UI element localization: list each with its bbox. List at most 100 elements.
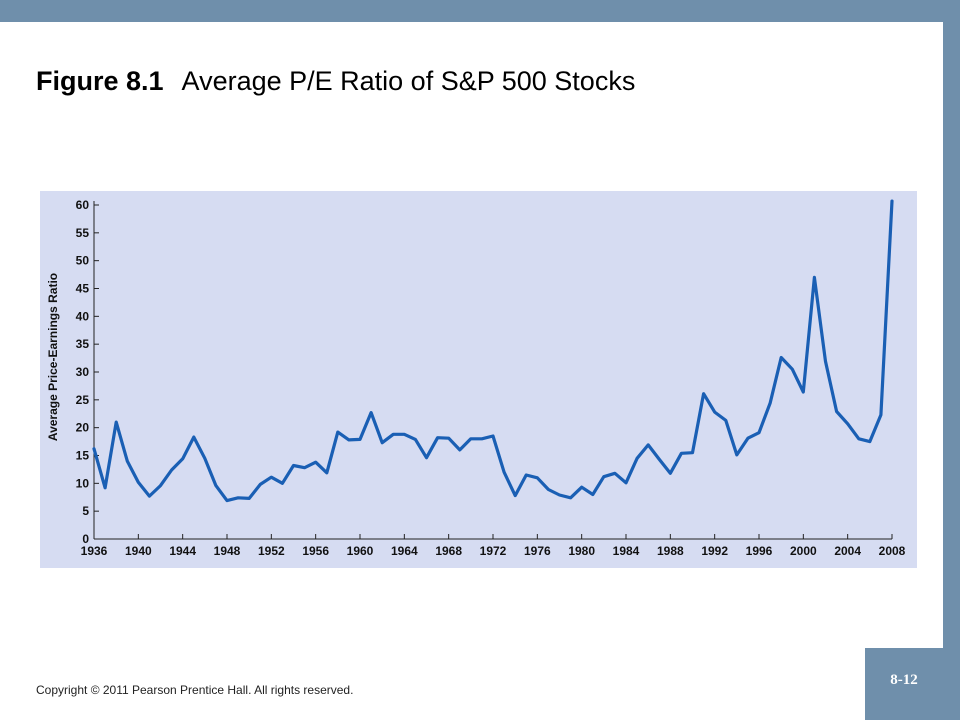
data-point	[370, 411, 372, 414]
data-point	[192, 436, 195, 438]
data-point	[769, 402, 771, 404]
data-point	[303, 466, 306, 469]
x-tick-label: 2004	[834, 544, 861, 558]
data-point	[669, 472, 672, 475]
x-tick-label: 1936	[81, 544, 108, 558]
data-point	[691, 451, 694, 454]
y-tick-label: 0	[82, 532, 89, 546]
data-point	[137, 481, 140, 484]
data-point	[104, 486, 106, 489]
y-tick-label: 15	[76, 449, 90, 463]
data-point	[813, 276, 816, 279]
data-point	[591, 493, 594, 496]
x-tick-label: 1992	[701, 544, 728, 558]
y-tick-label: 30	[76, 365, 90, 379]
x-tick-label: 1976	[524, 544, 551, 558]
x-tick-label: 1956	[302, 544, 329, 558]
x-tick-label: 1968	[435, 544, 462, 558]
page-number-box: 8-12	[865, 648, 943, 720]
data-point	[791, 368, 794, 371]
data-point	[348, 439, 350, 441]
data-point	[204, 457, 206, 460]
right-frame-bar	[943, 0, 960, 720]
data-point	[325, 471, 328, 474]
data-point	[481, 438, 483, 440]
data-point	[658, 458, 661, 461]
y-tick-label: 60	[76, 198, 90, 212]
data-point	[891, 200, 893, 202]
data-point	[680, 452, 683, 455]
data-point	[580, 486, 583, 489]
y-tick-label: 40	[76, 309, 90, 323]
x-tick-label: 2008	[879, 544, 906, 558]
data-point	[292, 464, 295, 467]
page-number: 8-12	[890, 672, 918, 688]
data-point	[857, 438, 860, 440]
data-point	[470, 438, 472, 440]
data-point	[337, 431, 339, 433]
data-point	[569, 497, 572, 499]
data-point	[281, 482, 284, 485]
data-point	[93, 448, 95, 450]
data-point	[436, 436, 439, 439]
data-point	[647, 444, 649, 446]
data-point	[237, 497, 239, 499]
data-point	[148, 495, 151, 497]
data-point	[736, 454, 738, 456]
data-point	[824, 360, 827, 363]
x-tick-label: 1964	[391, 544, 418, 558]
data-point	[159, 484, 162, 487]
data-point	[181, 458, 184, 460]
x-tick-label: 1996	[746, 544, 773, 558]
data-point	[248, 497, 250, 500]
data-point	[492, 435, 494, 437]
y-tick-label: 10	[76, 476, 90, 490]
y-tick-label: 25	[76, 393, 90, 407]
data-point	[846, 422, 849, 425]
x-tick-label: 1948	[214, 544, 241, 558]
x-tick-label: 1972	[480, 544, 507, 558]
pe-ratio-line-chart: Average Price-Earnings Ratio 0 5 10 15 20 25 3…	[46, 198, 906, 558]
x-tick-label: 1944	[169, 544, 196, 558]
data-point	[558, 494, 561, 496]
y-tick-label: 55	[76, 226, 90, 240]
data-point	[603, 475, 605, 478]
data-point	[447, 437, 450, 440]
data-point	[869, 440, 871, 443]
data-point	[115, 421, 117, 423]
data-point	[702, 392, 705, 395]
data-point	[525, 474, 528, 476]
y-tick-label: 5	[82, 504, 89, 518]
data-point	[403, 433, 406, 436]
data-point	[359, 438, 361, 441]
data-point	[126, 460, 129, 462]
data-point	[425, 456, 428, 459]
y-tick-label: 50	[76, 254, 90, 268]
data-point	[458, 449, 461, 451]
data-point	[724, 419, 727, 422]
x-tick-label: 1960	[347, 544, 374, 558]
data-point	[713, 411, 716, 413]
x-tick-label: 1988	[657, 544, 684, 558]
data-point	[614, 472, 616, 475]
y-tick-label: 20	[76, 421, 90, 435]
chart-panel: Average Price-Earnings Ratio 0 5 10 15 20 25 3…	[40, 191, 917, 568]
data-point	[536, 476, 539, 479]
top-frame-bar	[0, 0, 960, 22]
x-tick-label: 1940	[125, 544, 152, 558]
y-axis-label: Average Price-Earnings Ratio	[46, 273, 60, 441]
data-point	[392, 433, 395, 436]
x-tick-label: 1984	[613, 544, 640, 558]
data-point	[780, 356, 782, 359]
x-tick-label: 1952	[258, 544, 285, 558]
y-tick-label: 35	[76, 337, 90, 351]
data-point	[747, 437, 749, 440]
x-tick-label: 2000	[790, 544, 817, 558]
data-point	[226, 499, 228, 502]
pe-ratio-series-line	[92, 199, 894, 503]
y-tick-label: 45	[76, 282, 90, 296]
data-point	[880, 414, 882, 416]
x-tick-label: 1980	[568, 544, 595, 558]
data-point	[758, 431, 760, 434]
data-point	[625, 481, 627, 484]
